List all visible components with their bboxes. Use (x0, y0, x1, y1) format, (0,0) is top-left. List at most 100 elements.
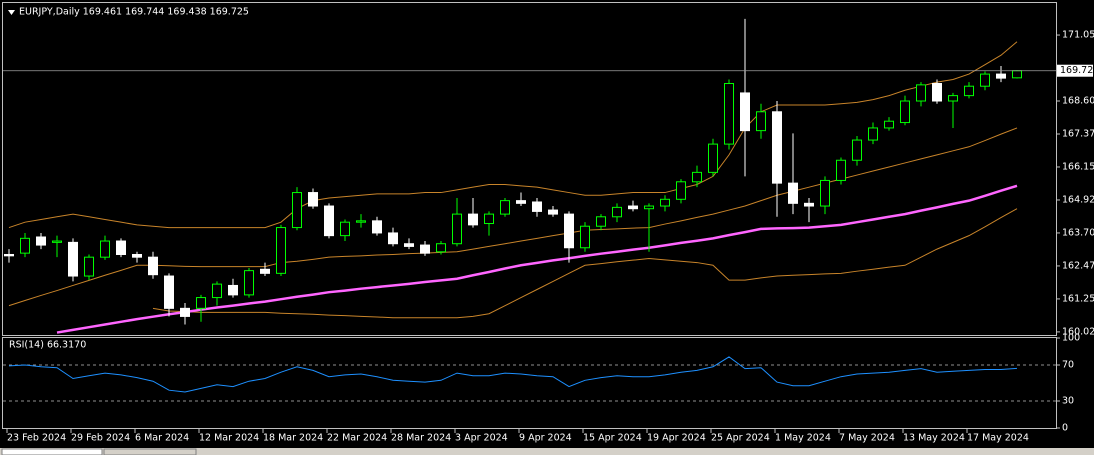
candle-body (52, 240, 62, 243)
x-tick-label: 3 Apr 2024 (455, 433, 508, 444)
indicator-line (8, 41, 1018, 229)
y-tick-label: 161.250 (1062, 293, 1094, 304)
tab-bar (0, 448, 1094, 455)
candle-body (356, 220, 366, 223)
x-tick-label: 9 Apr 2024 (519, 433, 572, 444)
candle-body (20, 237, 30, 254)
candle-body (84, 256, 94, 277)
candle-body (500, 200, 510, 215)
candle-body (228, 284, 238, 296)
candle-body (164, 275, 174, 309)
candle-body (372, 220, 382, 234)
candle-body (932, 83, 942, 102)
candle-body (532, 201, 542, 212)
candle-body (708, 143, 718, 173)
candle-body (788, 182, 798, 204)
y-tick-label: 30 (1062, 396, 1074, 407)
tab[interactable] (103, 448, 197, 455)
candle-body (276, 227, 286, 274)
x-tick-label: 6 Mar 2024 (135, 433, 189, 444)
candle-body (916, 84, 926, 102)
x-tick-label: 29 Feb 2024 (71, 433, 130, 444)
candle-body (836, 159, 846, 181)
y-tick-label: 162.475 (1062, 260, 1094, 271)
candle-body (420, 244, 430, 254)
candle-body (1012, 70, 1022, 79)
candle-body (548, 209, 558, 215)
x-tick-label: 15 Apr 2024 (583, 433, 642, 444)
candle-body (740, 92, 750, 132)
y-tick-label: 164.925 (1062, 194, 1094, 205)
rsi-line (8, 356, 1018, 393)
candle-body (116, 240, 126, 255)
y-tick-label: 70 (1062, 360, 1074, 371)
y-tick-label: 100 (1062, 333, 1080, 344)
y-tick-label: 166.150 (1062, 161, 1094, 172)
x-tick-label: 18 Mar 2024 (263, 433, 323, 444)
candle-body (100, 240, 110, 258)
candle-body (4, 253, 14, 257)
candle-body (660, 198, 670, 207)
candle-body (244, 270, 254, 296)
candle-body (580, 225, 590, 249)
x-tick-label: 17 May 2024 (967, 433, 1029, 444)
indicator-line (152, 208, 1018, 319)
indicator-line (8, 127, 1018, 307)
y-tick-label: 168.600 (1062, 96, 1094, 107)
y-tick-label: 163.700 (1062, 227, 1094, 238)
candle-body (692, 171, 702, 183)
menu-arrow[interactable] (8, 10, 15, 15)
candle-body (324, 205, 334, 237)
x-tick-label: 25 Apr 2024 (711, 433, 770, 444)
candle-body (212, 283, 222, 299)
candle-body (340, 221, 350, 237)
candle-body (884, 120, 894, 129)
y-tick-label: 167.375 (1062, 128, 1094, 139)
x-tick-label: 1 May 2024 (775, 433, 831, 444)
candle-body (260, 268, 270, 274)
indicator-line (56, 184, 1018, 334)
x-tick-label: 28 Mar 2024 (391, 433, 451, 444)
candle-body (996, 73, 1006, 79)
candle-body (868, 127, 878, 141)
candle-body (724, 83, 734, 145)
y-tick-label: 0 (1062, 423, 1068, 434)
candle-body (484, 213, 494, 225)
x-tick-label: 13 May 2024 (903, 433, 965, 444)
x-tick-label: 22 Mar 2024 (327, 433, 387, 444)
candle-body (804, 202, 814, 207)
candle-body (676, 181, 686, 200)
candle-body (756, 111, 766, 132)
candle-body (852, 139, 862, 161)
rsi-title: RSI(14) 66.3170 (9, 340, 86, 351)
candle-body (292, 192, 302, 229)
main-frame (2, 2, 1057, 336)
candle-body (964, 85, 974, 97)
candle-body (948, 95, 958, 102)
candle-body (772, 111, 782, 184)
tab[interactable] (1, 448, 103, 455)
candle-body (980, 73, 990, 87)
candle-body (628, 205, 638, 210)
candle-body (644, 205, 654, 210)
candle-body (596, 216, 606, 227)
candle-body (404, 243, 414, 247)
candle-body (452, 213, 462, 245)
candle-body (148, 256, 158, 276)
candle-body (388, 232, 398, 245)
x-tick-label: 12 Mar 2024 (199, 433, 259, 444)
price-label: 169.725 (1060, 65, 1094, 76)
candle-body (612, 206, 622, 218)
x-tick-label: 7 May 2024 (839, 433, 895, 444)
candle-body (308, 192, 318, 207)
candle-body (820, 179, 830, 207)
candle-body (564, 213, 574, 249)
candle-body (436, 243, 446, 253)
price-box (1057, 64, 1093, 77)
candle-body (900, 100, 910, 124)
x-tick-label: 23 Feb 2024 (7, 433, 66, 444)
candle-body (516, 200, 526, 204)
candle-body (36, 236, 46, 246)
